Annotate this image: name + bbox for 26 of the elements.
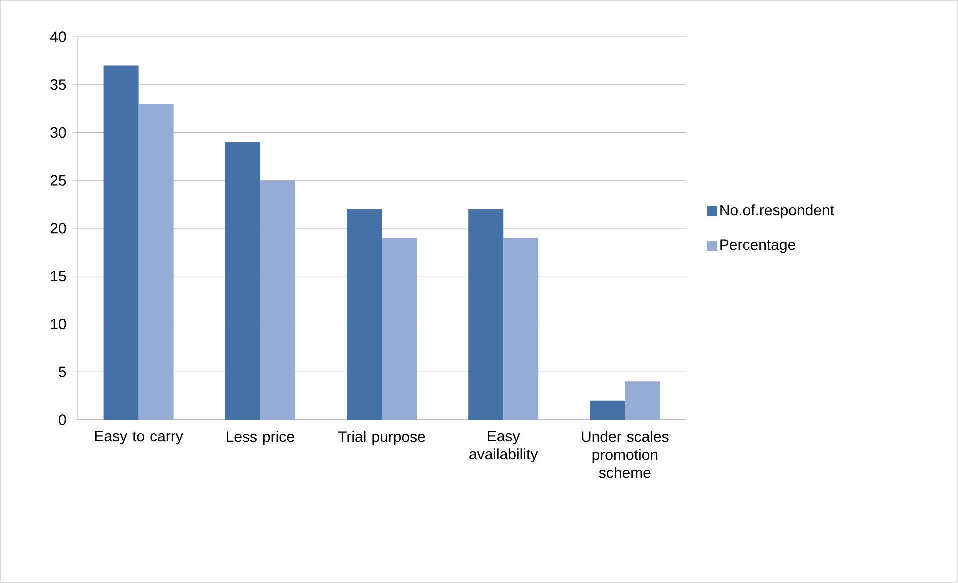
y-tick-label: 25	[50, 175, 66, 186]
bar	[504, 238, 539, 420]
y-tick-label: 40	[50, 32, 66, 42]
legend-label: Percentage	[720, 240, 796, 254]
y-tick-label: 30	[50, 127, 66, 138]
y-tick-label: 10	[51, 318, 66, 330]
bar	[468, 209, 504, 420]
y-tick-label: 20	[50, 223, 66, 234]
bar	[138, 104, 174, 420]
y-tick-label: 0	[59, 414, 66, 426]
x-tick-label: Trial purpose	[338, 431, 426, 446]
bar	[225, 142, 260, 420]
x-tick-label: Easy availability	[470, 431, 538, 463]
x-tick-label: Less price	[227, 431, 294, 446]
bar	[260, 180, 296, 420]
y-tick-label: 15	[51, 271, 66, 282]
x-tick-label: Under scales promotion scheme	[582, 431, 669, 478]
bar	[347, 209, 382, 420]
bar	[104, 66, 139, 420]
y-tick-label: 5	[59, 366, 66, 378]
bar	[625, 382, 660, 420]
legend-label: No.of.respondent	[720, 204, 834, 219]
bar	[382, 238, 418, 420]
x-tick-label: Easy to carry	[95, 431, 184, 445]
y-tick-label: 35	[50, 80, 66, 90]
bar	[590, 400, 626, 420]
